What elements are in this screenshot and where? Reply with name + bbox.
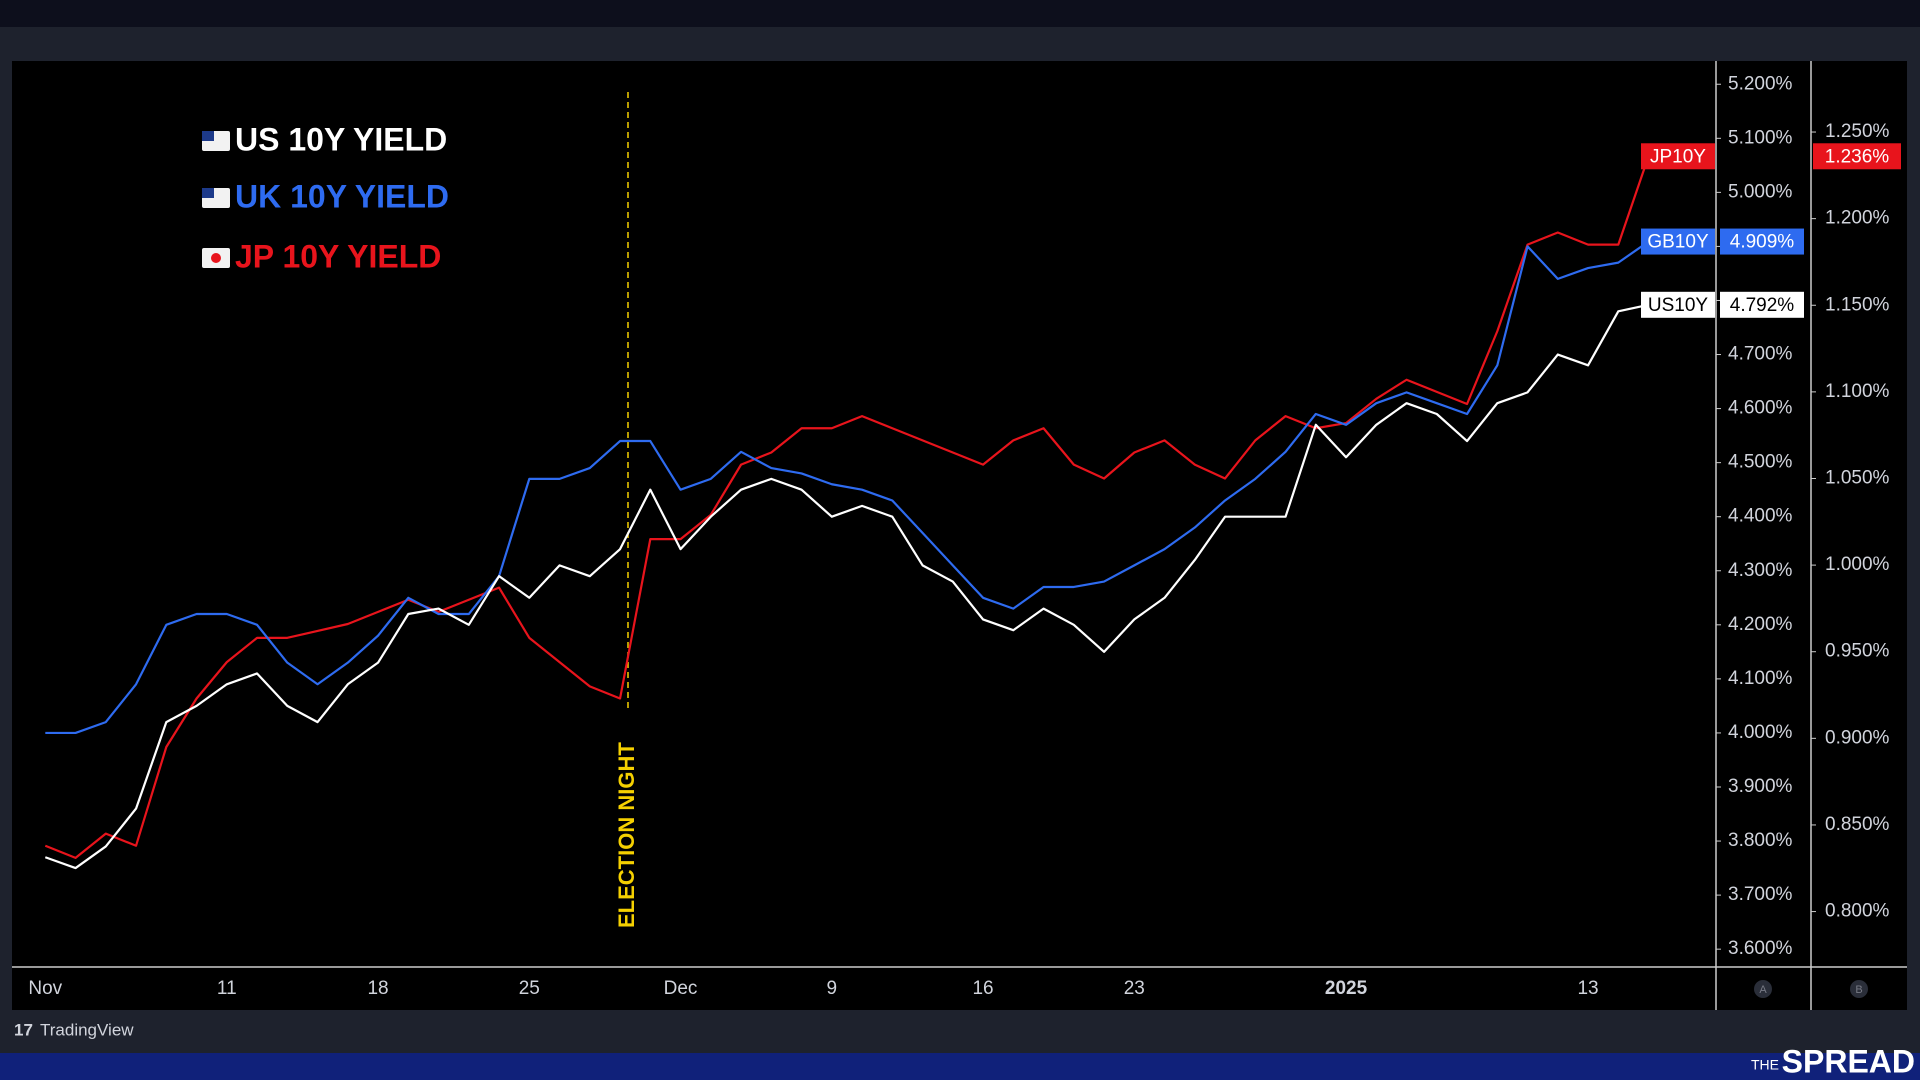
axis-button-label[interactable]: A	[1759, 984, 1767, 996]
axis-button-label[interactable]: B	[1855, 984, 1862, 996]
y2-tick-label: 1.200%	[1825, 208, 1890, 229]
plot-area	[12, 61, 1907, 1010]
legend-flag-mark	[202, 131, 214, 141]
y-tick-label: 3.700%	[1728, 884, 1793, 905]
x-tick-label: 11	[217, 978, 237, 999]
y-tick-label: 4.500%	[1728, 452, 1793, 473]
series-line	[45, 240, 1650, 735]
brand-logo: 17	[14, 1020, 33, 1039]
x-tick-label: Nov	[28, 978, 62, 999]
watermark-small: THE	[1751, 1057, 1779, 1073]
x-tick-label: Dec	[664, 978, 698, 999]
y-tick-label: 3.900%	[1728, 776, 1793, 797]
bottom-bar	[0, 1053, 1920, 1080]
y-tick-label: 5.000%	[1728, 181, 1793, 202]
annotation-label: ELECTION NIGHT	[614, 742, 639, 928]
brand: TradingView	[40, 1020, 134, 1039]
y-tick-label: 5.200%	[1728, 73, 1793, 94]
x-tick-label: 2025	[1325, 978, 1368, 999]
y2-tick-label: 0.900%	[1825, 727, 1890, 748]
value-label: 4.909%	[1730, 232, 1795, 253]
y-tick-label: 4.400%	[1728, 506, 1793, 527]
axis-button[interactable]	[1850, 980, 1868, 998]
y-tick-label: 4.000%	[1728, 722, 1793, 743]
y-tick-label: 3.800%	[1728, 830, 1793, 851]
series-tag: US10Y	[1648, 295, 1709, 316]
y2-tick-label: 0.800%	[1825, 901, 1890, 922]
legend-flag-mark	[211, 253, 221, 263]
y2-tick-label: 1.150%	[1825, 294, 1890, 315]
series-tag: GB10Y	[1647, 232, 1709, 253]
series-tag: JP10Y	[1650, 146, 1706, 167]
y-tick-label: 4.100%	[1728, 668, 1793, 689]
value-box	[1720, 291, 1804, 318]
legend-label: UK 10Y YIELD	[235, 178, 449, 214]
y2-tick-label: 1.050%	[1825, 468, 1890, 489]
value-box	[1720, 228, 1804, 255]
top-bar	[0, 0, 1920, 27]
y2-tick-label: 1.100%	[1825, 381, 1890, 402]
y2-tick-label: 1.000%	[1825, 554, 1890, 575]
watermark: SPREAD	[1782, 1043, 1915, 1079]
tag-box	[1641, 143, 1715, 170]
y-tick-label: 4.300%	[1728, 560, 1793, 581]
x-tick-label: 16	[972, 978, 993, 999]
x-tick-label: 9	[827, 978, 838, 999]
y2-tick-label: 1.250%	[1825, 121, 1890, 142]
value-label: 4.792%	[1730, 295, 1795, 316]
legend-label: US 10Y YIELD	[235, 121, 447, 157]
series-line	[44, 303, 1649, 870]
y-tick-label: 5.100%	[1728, 127, 1793, 148]
axis-button[interactable]	[1754, 980, 1772, 998]
y-tick-label: 3.600%	[1728, 938, 1793, 959]
value-box	[1813, 143, 1901, 170]
series-line	[44, 155, 1650, 859]
x-tick-label: 25	[519, 978, 540, 999]
y-tick-label: 4.200%	[1728, 614, 1793, 635]
y2-tick-label: 0.850%	[1825, 814, 1890, 835]
tag-box	[1641, 291, 1715, 318]
y2-tick-label: 0.950%	[1825, 641, 1890, 662]
x-tick-label: 23	[1124, 978, 1145, 999]
tag-box	[1641, 228, 1715, 255]
legend-flag-mark	[202, 188, 214, 198]
value-label: 1.236%	[1825, 146, 1890, 167]
x-tick-label: 13	[1577, 978, 1598, 999]
y-tick-label: 4.700%	[1728, 344, 1793, 365]
legend-label: JP 10Y YIELD	[235, 238, 441, 274]
x-tick-label: 18	[367, 978, 388, 999]
y-tick-label: 4.600%	[1728, 398, 1793, 419]
